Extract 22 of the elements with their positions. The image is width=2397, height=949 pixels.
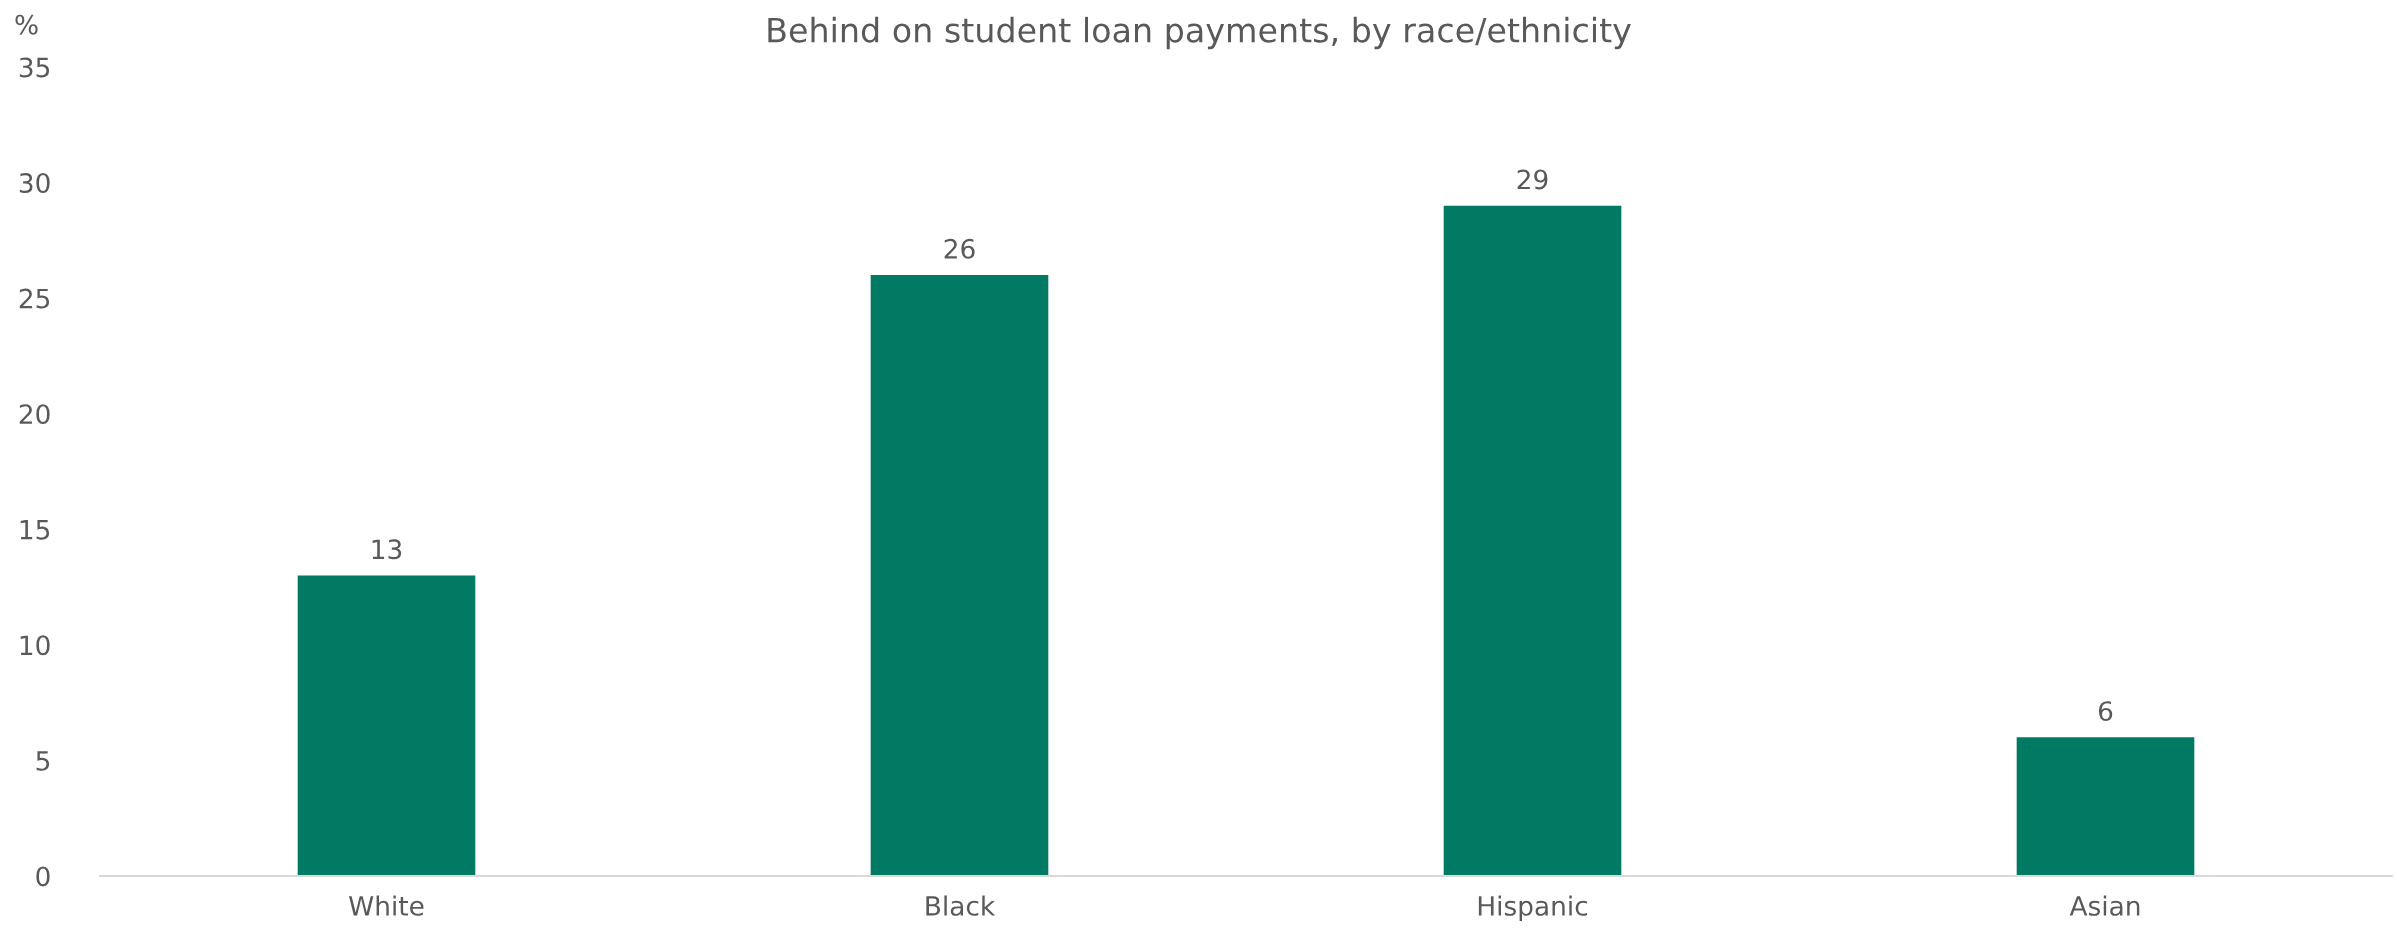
y-tick-label: 0 bbox=[36, 866, 50, 887]
data-label: 13 bbox=[372, 539, 402, 560]
y-axis-title: % bbox=[15, 14, 38, 35]
x-tick-label: White bbox=[349, 895, 424, 916]
x-tick-label: Asian bbox=[2069, 895, 2140, 916]
y-tick-label: 15 bbox=[20, 520, 50, 540]
x-tick-label: Hispanic bbox=[1478, 895, 1588, 921]
y-tick-label: 5 bbox=[36, 751, 50, 771]
bar bbox=[297, 575, 476, 876]
data-label: 6 bbox=[2098, 701, 2113, 722]
bar bbox=[1443, 205, 1622, 876]
bar bbox=[2016, 737, 2195, 876]
x-tick-label: Black bbox=[926, 895, 996, 916]
y-tick-label: 10 bbox=[20, 635, 50, 656]
y-tick-label: 25 bbox=[19, 288, 50, 309]
y-tick-label: 20 bbox=[19, 404, 50, 425]
data-label: 29 bbox=[1517, 169, 1548, 190]
bar bbox=[870, 275, 1049, 876]
chart-title: Behind on student loan payments, by race/ethnicity bbox=[768, 16, 1631, 50]
y-tick-label: 30 bbox=[19, 173, 50, 193]
data-label: 26 bbox=[944, 238, 975, 259]
y-tick-label: 35 bbox=[19, 57, 50, 78]
